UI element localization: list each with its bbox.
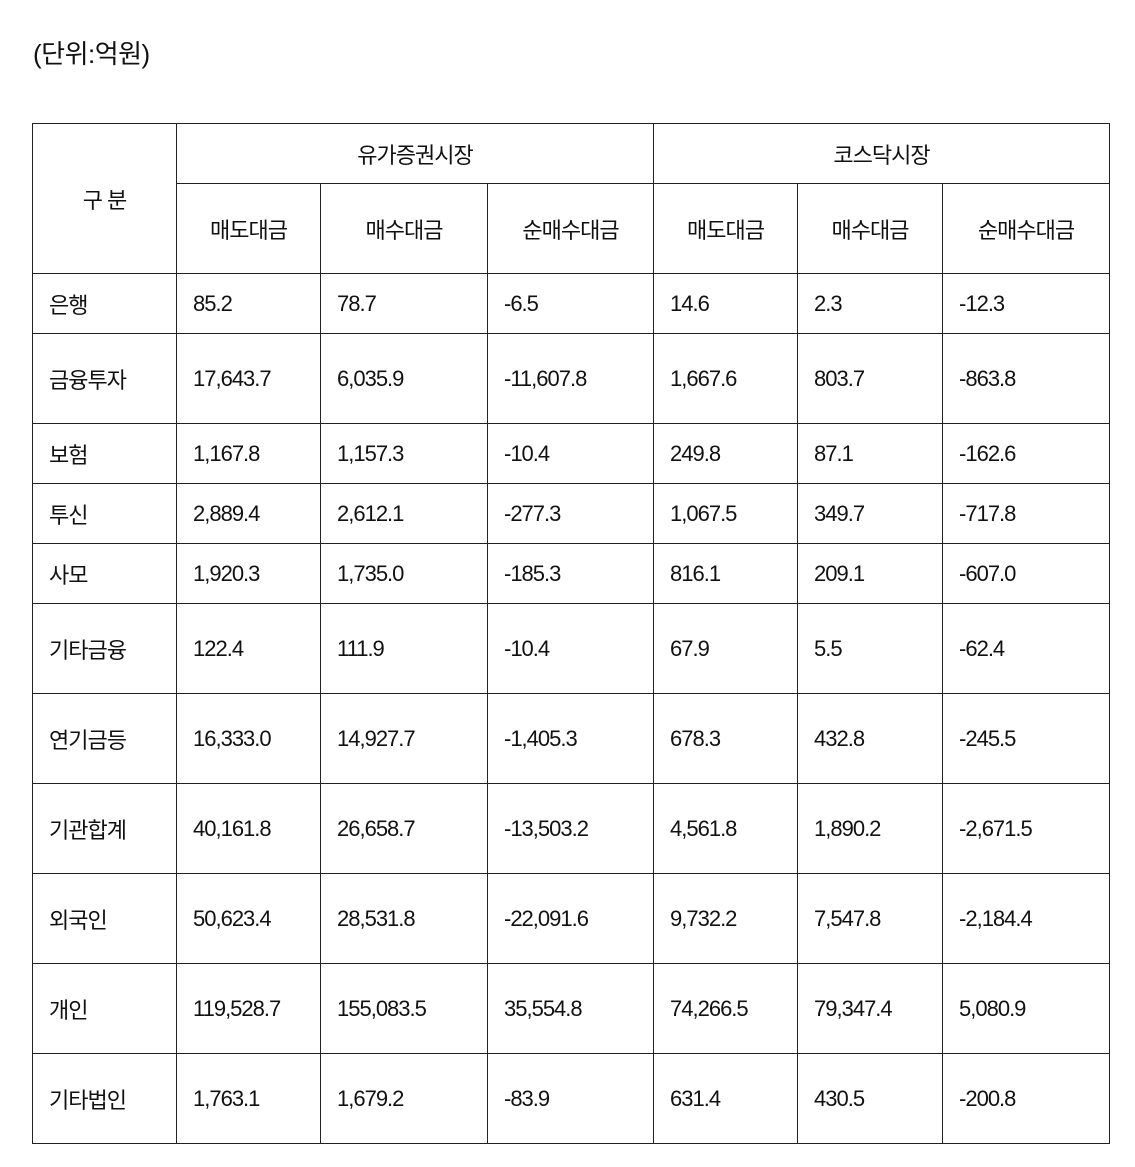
column-header: 매도대금 <box>176 183 321 274</box>
table-cell: 1,667.6 <box>653 333 799 424</box>
table-row: 금융투자 17,643.7 6,035.9 -11,607.8 1,667.6 803.7… <box>32 333 1111 424</box>
table-cell: 430.5 <box>797 1053 944 1144</box>
table-cell: -11,607.8 <box>486 333 655 424</box>
table-cell: 74,266.5 <box>653 963 799 1054</box>
table-cell: -185.3 <box>486 543 655 604</box>
table-row: 기타법인 1,763.1 1,679.2 -83.9 631.4 430.5 -200.8 <box>32 1053 1111 1144</box>
table-cell: 16,333.0 <box>176 693 321 784</box>
table-cell: -717.8 <box>942 483 1111 544</box>
table-row: 투신 2,889.4 2,612.1 -277.3 1,067.5 349.7 -717.8 <box>32 483 1111 544</box>
table-row: 개인 119,528.7 155,083.5 35,554.8 74,266.5 79,3… <box>32 963 1111 1054</box>
table-cell: 2,889.4 <box>176 483 321 544</box>
table-cell: 7,547.8 <box>797 873 944 964</box>
table-cell: 28,531.8 <box>320 873 488 964</box>
table-cell: 78.7 <box>320 273 488 334</box>
table-cell: -83.9 <box>486 1053 655 1144</box>
column-header: 매수대금 <box>797 183 944 274</box>
table-cell: 14,927.7 <box>320 693 488 784</box>
group-header-kosdaq: 코스닥시장 <box>653 123 1111 184</box>
row-label: 보험 <box>32 423 177 484</box>
table-cell: -13,503.2 <box>486 783 655 874</box>
table-cell: -22,091.6 <box>486 873 655 964</box>
table-cell: 1,735.0 <box>320 543 488 604</box>
table-cell: 79,347.4 <box>797 963 944 1054</box>
table-cell: -2,184.4 <box>942 873 1111 964</box>
table-cell: 9,732.2 <box>653 873 799 964</box>
table-cell: 5,080.9 <box>942 963 1111 1054</box>
table-cell: 50,623.4 <box>176 873 321 964</box>
table-cell: 1,890.2 <box>797 783 944 874</box>
table-cell: 67.9 <box>653 603 799 694</box>
column-header: 순매수대금 <box>942 183 1111 274</box>
column-header: 매도대금 <box>653 183 799 274</box>
table-cell: -2,671.5 <box>942 783 1111 874</box>
column-header: 순매수대금 <box>486 183 655 274</box>
row-label: 투신 <box>32 483 177 544</box>
row-label: 기관합계 <box>32 783 177 874</box>
table-cell: 1,763.1 <box>176 1053 321 1144</box>
corner-header: 구 분 <box>32 123 177 274</box>
table-cell: 6,035.9 <box>320 333 488 424</box>
table-cell: -200.8 <box>942 1053 1111 1144</box>
table-row: 보험 1,167.8 1,157.3 -10.4 249.8 87.1 -162.6 <box>32 423 1111 484</box>
table-cell: 1,920.3 <box>176 543 321 604</box>
table-cell: 5.5 <box>797 603 944 694</box>
table-cell: -607.0 <box>942 543 1111 604</box>
row-label: 기타금융 <box>32 603 177 694</box>
row-label: 금융투자 <box>32 333 177 424</box>
table-cell: 432.8 <box>797 693 944 784</box>
column-header: 매수대금 <box>320 183 488 274</box>
row-label: 개인 <box>32 963 177 1054</box>
row-label: 기타법인 <box>32 1053 177 1144</box>
row-label: 연기금등 <box>32 693 177 784</box>
table-cell: 2.3 <box>797 273 944 334</box>
table-row: 사모 1,920.3 1,735.0 -185.3 816.1 209.1 -607.0 <box>32 543 1111 604</box>
table-cell: 85.2 <box>176 273 321 334</box>
trading-table: 구 분 유가증권시장 코스닥시장 매도대금 매수대금 순매수대금 매도대금 매수대금 순매… <box>32 123 1111 1144</box>
table-cell: 1,067.5 <box>653 483 799 544</box>
table-cell: 803.7 <box>797 333 944 424</box>
table-cell: 2,612.1 <box>320 483 488 544</box>
table-cell: 4,561.8 <box>653 783 799 874</box>
table-cell: 119,528.7 <box>176 963 321 1054</box>
table-cell: 122.4 <box>176 603 321 694</box>
table-cell: 111.9 <box>320 603 488 694</box>
table-cell: -12.3 <box>942 273 1111 334</box>
table-cell: -863.8 <box>942 333 1111 424</box>
group-header-kospi: 유가증권시장 <box>175 123 655 184</box>
table-cell: 14.6 <box>653 273 799 334</box>
table-row: 연기금등 16,333.0 14,927.7 -1,405.3 678.3 432.8 -2… <box>32 693 1111 784</box>
table-cell: 35,554.8 <box>486 963 655 1054</box>
table-cell: -277.3 <box>486 483 655 544</box>
table-cell: -162.6 <box>942 423 1111 484</box>
table-cell: 1,157.3 <box>320 423 488 484</box>
table-cell: 40,161.8 <box>176 783 321 874</box>
table-row: 기타금융 122.4 111.9 -10.4 67.9 5.5 -62.4 <box>32 603 1111 694</box>
table-cell: 249.8 <box>653 423 799 484</box>
table-cell: -6.5 <box>486 273 655 334</box>
table-cell: -10.4 <box>486 603 655 694</box>
row-label: 외국인 <box>32 873 177 964</box>
table-row: 기관합계 40,161.8 26,658.7 -13,503.2 4,561.8 1,89… <box>32 783 1111 874</box>
table-cell: -245.5 <box>942 693 1111 784</box>
row-label: 사모 <box>32 543 177 604</box>
table-cell: 1,679.2 <box>320 1053 488 1144</box>
table-cell: -1,405.3 <box>486 693 655 784</box>
table-row: 은행 85.2 78.7 -6.5 14.6 2.3 -12.3 <box>32 273 1111 334</box>
table-cell: 349.7 <box>797 483 944 544</box>
table-row: 외국인 50,623.4 28,531.8 -22,091.6 9,732.2 7,547… <box>32 873 1111 964</box>
table-cell: -62.4 <box>942 603 1111 694</box>
row-label: 은행 <box>32 273 177 334</box>
table-cell: 17,643.7 <box>176 333 321 424</box>
unit-label: (단위:억원) <box>33 39 150 69</box>
table-cell: 209.1 <box>797 543 944 604</box>
table-cell: 631.4 <box>653 1053 799 1144</box>
table-cell: 87.1 <box>797 423 944 484</box>
table-cell: 678.3 <box>653 693 799 784</box>
table-cell: 1,167.8 <box>176 423 321 484</box>
table-cell: 26,658.7 <box>320 783 488 874</box>
table-cell: -10.4 <box>486 423 655 484</box>
table-cell: 155,083.5 <box>320 963 488 1054</box>
table-cell: 816.1 <box>653 543 799 604</box>
